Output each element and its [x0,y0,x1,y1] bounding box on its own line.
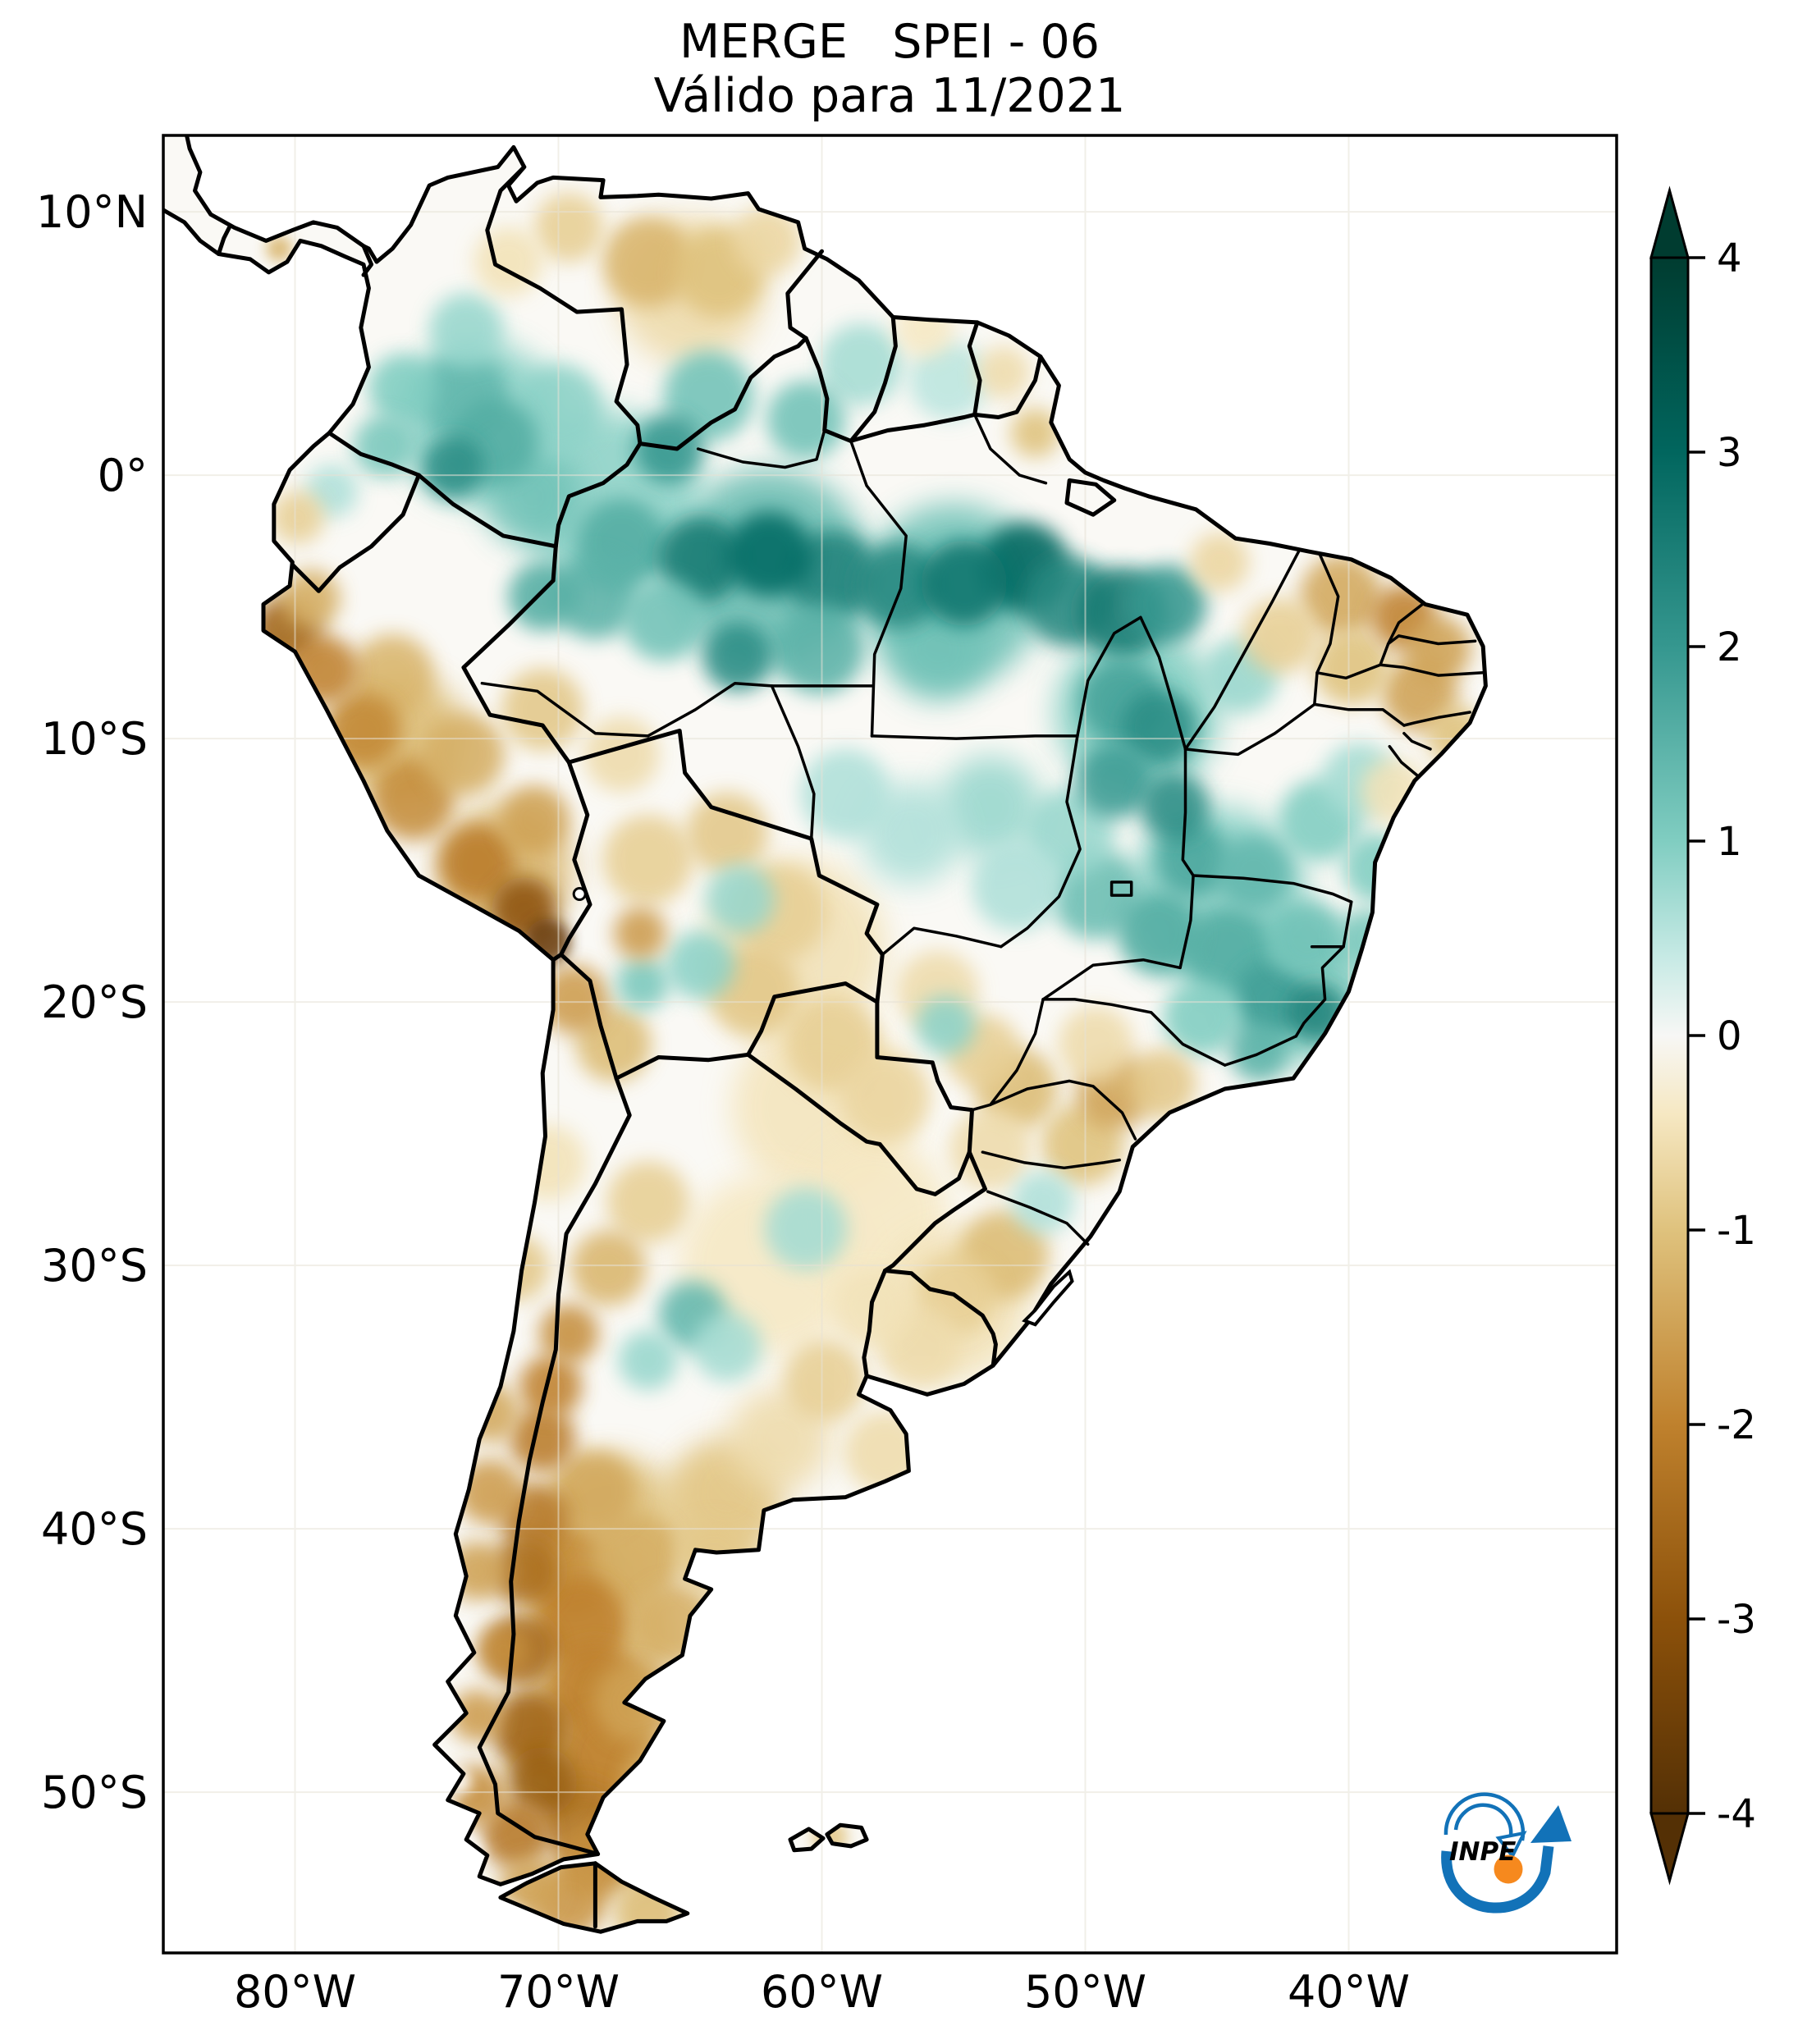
inpe-logo: INPE [1441,1792,1572,1914]
map-subtitle: Válido para 11/2021 [654,69,1126,123]
logo-wordmark: INPE [1449,1837,1516,1867]
axis-tick-labels: 10°N 0° 10°S 20°S 30°S 40°S 50°S 80°W 70°W 60°W 50… [36,186,1410,2018]
state-borders [480,413,1485,1246]
coastline [163,135,1488,1934]
colorbar-tick-label: 1 [1717,819,1742,865]
lat-tick-label: 20°S [41,976,148,1028]
map-title: MERGE SPEI - 06 [679,15,1100,69]
plot-border [162,134,1618,1955]
map-plot-area [163,135,1617,1953]
lat-tick-label: 10°S [41,713,148,765]
lakes [572,886,1074,1327]
logo-orange-dot [1494,1854,1523,1884]
colorbar-tick-label: 4 [1717,235,1742,281]
logo-down-arrowhead [1495,1831,1527,1859]
plot-frame [162,134,1618,1955]
lat-tick-label: 30°S [41,1240,148,1292]
colorbar: 4 3 2 1 0 -1 -2 -3 -4 [1649,185,1756,1886]
colorbar-tick-label: 0 [1717,1013,1742,1059]
lon-tick-label: 80°W [234,1966,356,2018]
lon-tick-label: 50°W [1024,1966,1146,2018]
lon-tick-label: 70°W [497,1966,620,2018]
colorbar-tick-label: -3 [1717,1597,1756,1643]
colorbar-tick-label: 2 [1717,624,1742,670]
lon-tick-label: 60°W [761,1966,883,2018]
colorbar-arrow-top [1649,185,1690,259]
colorbar-gradient [1649,256,1690,1815]
colorbar-tick-label: 3 [1717,430,1742,476]
colorbar-arrow-bottom [1649,1812,1690,1886]
logo-up-arrowhead [1530,1805,1572,1843]
colorbar-tick-label: -4 [1717,1791,1756,1837]
lon-tick-label: 40°W [1288,1966,1410,2018]
colorbar-tick-label: -2 [1717,1402,1756,1448]
lat-tick-label: 40°S [41,1503,148,1555]
lat-tick-label: 0° [98,450,148,501]
lat-tick-label: 50°S [41,1767,148,1818]
logo-outer-swirl [1443,1792,1526,1841]
colorbar-tick-label: -1 [1717,1208,1756,1254]
lat-tick-label: 10°N [36,186,148,238]
graticule [163,135,1617,1953]
logo-inner-swirl [1453,1803,1513,1836]
country-borders [216,165,1043,1929]
logo-swoosh [1441,1845,1554,1914]
